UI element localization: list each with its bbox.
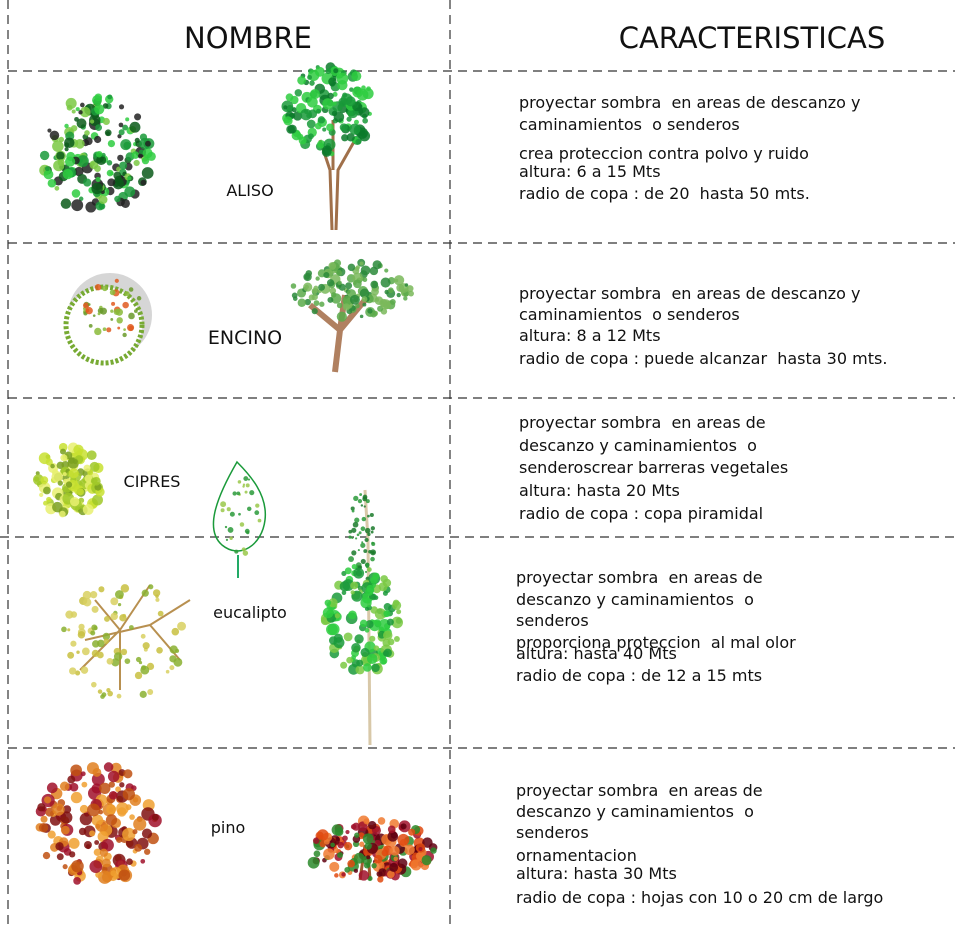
rows: ALISO proyectar sombra en areas de descan… xyxy=(124,93,888,907)
characteristic-line: radio de copa : hojas con 10 o 20 cm de … xyxy=(516,888,883,907)
characteristic-line: descanzo y caminamientos o xyxy=(516,590,754,609)
characteristic-line: radio de copa : de 20 hasta 50 mts. xyxy=(519,184,810,203)
tree-name: eucalipto xyxy=(213,603,287,622)
characteristic-line: proyectar sombra en areas de xyxy=(516,568,763,587)
tree-name: ENCINO xyxy=(208,327,282,349)
characteristic-line: proporciona proteccion al mal olor xyxy=(516,633,796,652)
characteristic-line: senderoscrear barreras vegetales xyxy=(519,458,788,477)
characteristic-line: caminamientos o senderos xyxy=(519,305,740,324)
characteristic-line: proyectar sombra en areas de xyxy=(516,781,763,800)
characteristic-line: senderos xyxy=(516,611,589,630)
characteristic-line: altura: 8 a 12 Mts xyxy=(519,326,661,345)
characteristic-line: altura: 6 a 15 Mts xyxy=(519,162,661,181)
characteristic-line: radio de copa : copa piramidal xyxy=(519,504,763,523)
tree-illustrations xyxy=(33,62,438,885)
characteristic-line: altura: hasta 20 Mts xyxy=(519,481,680,500)
characteristic-line: caminamientos o senderos xyxy=(519,115,740,134)
characteristic-line: ornamentacion xyxy=(516,846,637,865)
characteristic-line: altura: hasta 30 Mts xyxy=(516,864,677,883)
tree-name: pino xyxy=(211,818,246,837)
header-nombre: NOMBRE xyxy=(184,21,312,55)
characteristic-line: descanzo y caminamientos o xyxy=(516,802,754,821)
tree-name: ALISO xyxy=(226,181,273,200)
tree-name: CIPRES xyxy=(124,472,181,491)
characteristic-line: descanzo y caminamientos o xyxy=(519,436,757,455)
characteristic-line: senderos xyxy=(516,823,589,842)
characteristic-line: radio de copa : puede alcanzar hasta 30 … xyxy=(519,349,887,368)
header-caracteristicas: CARACTERISTICAS xyxy=(619,21,886,55)
characteristic-line: proyectar sombra en areas de descanzo y xyxy=(519,93,861,112)
characteristic-line: crea proteccion contra polvo y ruido xyxy=(519,144,809,163)
characteristic-line: proyectar sombra en areas de xyxy=(519,413,766,432)
characteristic-line: radio de copa : de 12 a 15 mts xyxy=(516,666,762,685)
characteristic-line: proyectar sombra en areas de descanzo y xyxy=(519,284,861,303)
characteristic-line: altura: hasta 40 Mts xyxy=(516,644,677,663)
